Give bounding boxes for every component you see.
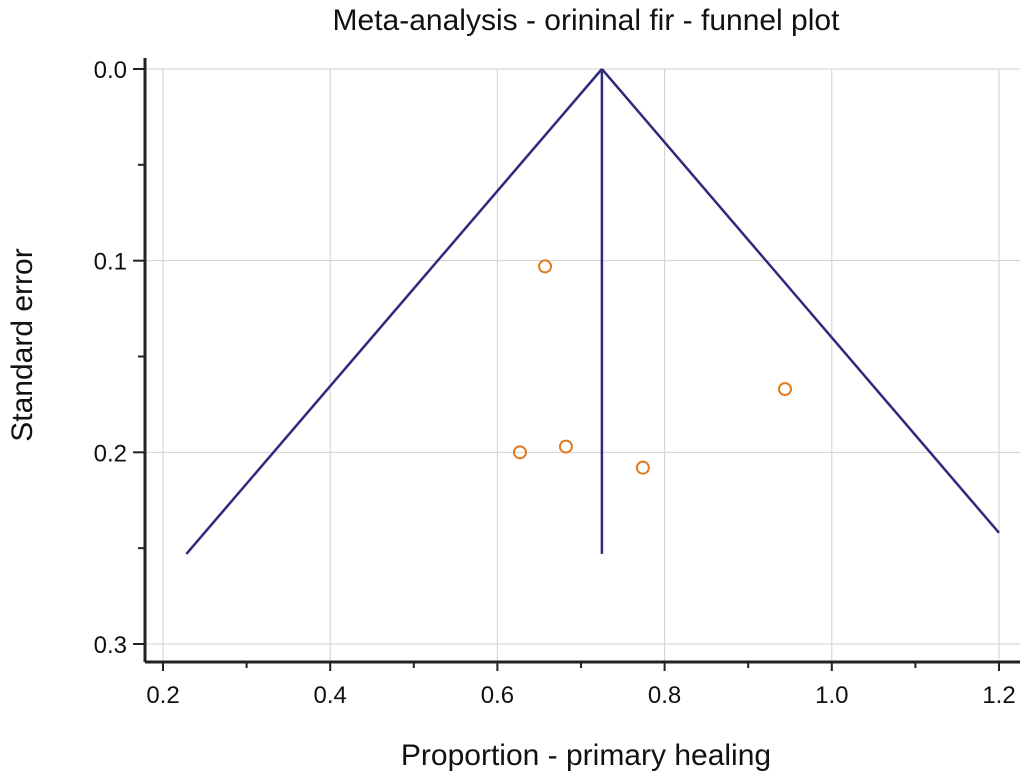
funnel-left-boundary (185, 68, 603, 555)
study-point (538, 259, 553, 274)
y-tick-label: 0.1 (94, 249, 127, 276)
x-tick-label: 0.8 (648, 682, 681, 709)
grid-lines (145, 68, 1020, 662)
funnel-right-boundary (600, 68, 1000, 534)
y-tick-label: 0.3 (94, 632, 127, 659)
study-point (777, 382, 792, 397)
x-tick-label: 1.2 (982, 682, 1015, 709)
x-tick-labels: 0.2 0.4 0.6 0.8 1.0 1.2 (146, 682, 1015, 709)
y-tick-label: 0.0 (94, 57, 127, 84)
x-tick-label: 0.2 (146, 682, 179, 709)
study-point (635, 460, 650, 475)
y-tick-labels: 0.0 0.1 0.2 0.3 (94, 57, 127, 659)
data-points (512, 259, 792, 475)
study-point (558, 439, 573, 454)
x-tick-label: 0.4 (314, 682, 347, 709)
funnel-lines (185, 68, 1000, 555)
study-point (512, 445, 527, 460)
y-axis-label: Standard error (6, 248, 39, 441)
x-tick-label: 1.0 (815, 682, 848, 709)
x-axis-label: Proportion - primary healing (401, 739, 771, 772)
x-tick-label: 0.6 (481, 682, 514, 709)
y-tick-label: 0.2 (94, 440, 127, 467)
axes (133, 58, 1020, 671)
chart-title: Meta-analysis - orininal fir - funnel pl… (333, 4, 841, 37)
